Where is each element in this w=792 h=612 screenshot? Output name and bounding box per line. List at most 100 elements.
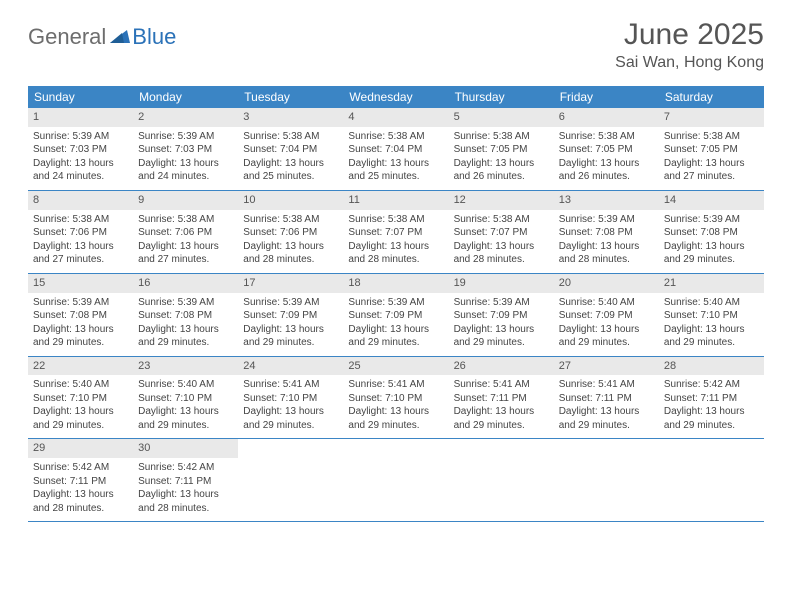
day-number: 18 [343,274,448,293]
sunset-text: Sunset: 7:09 PM [454,309,549,323]
day-cell: 18Sunrise: 5:39 AMSunset: 7:09 PMDayligh… [343,274,448,356]
daylight-text: Daylight: 13 hours and 29 minutes. [33,405,128,432]
day-number: 29 [28,439,133,458]
day-cell: 30Sunrise: 5:42 AMSunset: 7:11 PMDayligh… [133,439,238,521]
week-row: 15 Sunrise: 5:39 AM Sunset: 7:08 PM Dayligh… [28,274,764,357]
header: General Blue June 2025 Sai Wan, Hong Kon… [0,0,792,76]
sunset-text: Sunset: 7:10 PM [243,392,338,406]
day-cell: 17Sunrise: 5:39 AMSunset: 7:09 PMDayligh… [238,274,343,356]
day-number: 5 [449,108,554,127]
daylight-text: Daylight: 13 hours and 29 minutes. [559,323,654,350]
logo-text-blue: Blue [132,24,176,50]
day-cell: 27 Sunrise: 5:41 AMSunset: 7:11 PMDayligh… [554,357,659,439]
day-cell: 22Sunrise: 5:40 AMSunset: 7:10 PMDayligh… [28,357,133,439]
sunset-text: Sunset: 7:04 PM [348,143,443,157]
dayname-thu: Thursday [449,86,554,108]
dayname-sat: Saturday [659,86,764,108]
month-title: June 2025 [615,18,764,52]
sunset-text: Sunset: 7:08 PM [559,226,654,240]
sunrise-text: Sunrise: 5:39 AM [138,130,233,144]
sunrise-text: Sunrise: 5:41 AM [243,378,338,392]
sunrise-text: Sunrise: 5:40 AM [559,296,654,310]
day-cell: 19Sunrise: 5:39 AMSunset: 7:09 PMDayligh… [449,274,554,356]
day-cell: 11Sunrise: 5:38 AMSunset: 7:07 PMDayligh… [343,191,448,273]
daylight-text: Daylight: 13 hours and 29 minutes. [454,405,549,432]
day-number: 10 [238,191,343,210]
day-number: 27 [554,357,659,376]
day-cell: 13 Sunrise: 5:39 AMSunset: 7:08 PMDayligh… [554,191,659,273]
sunrise-text: Sunrise: 5:41 AM [559,378,654,392]
day-number: 3 [238,108,343,127]
sunset-text: Sunset: 7:10 PM [348,392,443,406]
day-cell: 21Sunrise: 5:40 AMSunset: 7:10 PMDayligh… [659,274,764,356]
sunset-text: Sunset: 7:06 PM [33,226,128,240]
dayname-mon: Monday [133,86,238,108]
day-number: 13 [554,191,659,210]
day-number: 19 [449,274,554,293]
sunrise-text: Sunrise: 5:41 AM [348,378,443,392]
sunrise-text: Sunrise: 5:39 AM [559,213,654,227]
day-cell: 7Sunrise: 5:38 AMSunset: 7:05 PMDaylight… [659,108,764,190]
sunset-text: Sunset: 7:11 PM [664,392,759,406]
sunset-text: Sunset: 7:05 PM [664,143,759,157]
sunset-text: Sunset: 7:06 PM [243,226,338,240]
sunrise-text: Sunrise: 5:38 AM [138,213,233,227]
logo-triangle-icon [110,27,130,48]
day-cell: 12Sunrise: 5:38 AMSunset: 7:07 PMDayligh… [449,191,554,273]
day-cell: 2Sunrise: 5:39 AMSunset: 7:03 PMDaylight… [133,108,238,190]
day-cell: 23Sunrise: 5:40 AMSunset: 7:10 PMDayligh… [133,357,238,439]
sunset-text: Sunset: 7:08 PM [664,226,759,240]
day-cell: 9Sunrise: 5:38 AMSunset: 7:06 PMDaylight… [133,191,238,273]
day-number: 22 [28,357,133,376]
sunrise-text: Sunrise: 5:39 AM [243,296,338,310]
sunset-text: Sunset: 7:11 PM [138,475,233,489]
dayname-wed: Wednesday [343,86,448,108]
daylight-text: Daylight: 13 hours and 29 minutes. [243,323,338,350]
day-cell [343,439,448,521]
sunset-text: Sunset: 7:10 PM [138,392,233,406]
day-cell: 10Sunrise: 5:38 AMSunset: 7:06 PMDayligh… [238,191,343,273]
sunrise-text: Sunrise: 5:42 AM [138,461,233,475]
day-cell: 5Sunrise: 5:38 AMSunset: 7:05 PMDaylight… [449,108,554,190]
logo-text-general: General [28,24,106,50]
day-cell [659,439,764,521]
sunrise-text: Sunrise: 5:38 AM [454,130,549,144]
daylight-text: Daylight: 13 hours and 25 minutes. [348,157,443,184]
sunset-text: Sunset: 7:05 PM [559,143,654,157]
day-number: 15 [28,274,133,293]
sunset-text: Sunset: 7:08 PM [33,309,128,323]
location-label: Sai Wan, Hong Kong [615,54,764,72]
day-number: 7 [659,108,764,127]
daylight-text: Daylight: 13 hours and 29 minutes. [664,323,759,350]
daylight-text: Daylight: 13 hours and 26 minutes. [454,157,549,184]
daylight-text: Daylight: 13 hours and 29 minutes. [138,405,233,432]
daylight-text: Daylight: 13 hours and 28 minutes. [243,240,338,267]
day-number: 26 [449,357,554,376]
day-cell [449,439,554,521]
logo: General Blue [28,18,176,50]
day-number: 1 [28,108,133,127]
daylight-text: Daylight: 13 hours and 29 minutes. [348,405,443,432]
daylight-text: Daylight: 13 hours and 27 minutes. [664,157,759,184]
sunset-text: Sunset: 7:11 PM [559,392,654,406]
sunset-text: Sunset: 7:09 PM [559,309,654,323]
sunset-text: Sunset: 7:10 PM [664,309,759,323]
day-cell: 14Sunrise: 5:39 AMSunset: 7:08 PMDayligh… [659,191,764,273]
week-row: 1Sunrise: 5:39 AMSunset: 7:03 PMDaylight… [28,108,764,191]
daylight-text: Daylight: 13 hours and 28 minutes. [559,240,654,267]
sunset-text: Sunset: 7:07 PM [348,226,443,240]
dayname-fri: Friday [554,86,659,108]
day-number: 23 [133,357,238,376]
daylight-text: Daylight: 13 hours and 29 minutes. [664,405,759,432]
title-block: June 2025 Sai Wan, Hong Kong [615,18,764,72]
daylight-text: Daylight: 13 hours and 28 minutes. [348,240,443,267]
sunset-text: Sunset: 7:04 PM [243,143,338,157]
sunrise-text: Sunrise: 5:39 AM [33,130,128,144]
daylight-text: Daylight: 13 hours and 29 minutes. [454,323,549,350]
week-row: 8Sunrise: 5:38 AMSunset: 7:06 PMDaylight… [28,191,764,274]
dayname-row: Sunday Monday Tuesday Wednesday Thursday… [28,86,764,108]
sunrise-text: Sunrise: 5:38 AM [33,213,128,227]
daylight-text: Daylight: 13 hours and 29 minutes. [559,405,654,432]
daylight-text: Daylight: 13 hours and 24 minutes. [33,157,128,184]
day-cell: 3Sunrise: 5:38 AMSunset: 7:04 PMDaylight… [238,108,343,190]
